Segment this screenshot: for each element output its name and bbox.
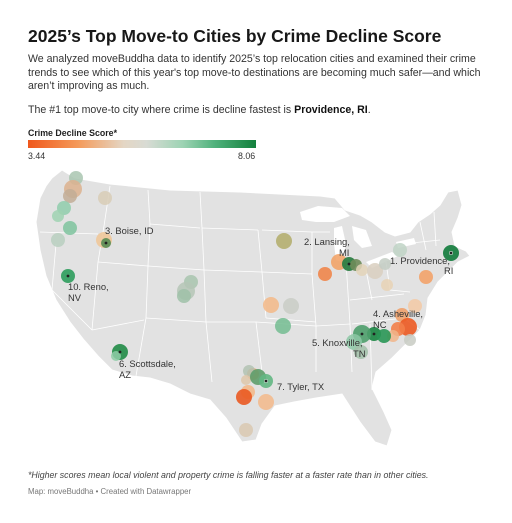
city-circle	[239, 423, 253, 437]
source-credit: Map: moveBuddha • Created with Datawrapp…	[28, 487, 192, 496]
label-knoxville-state: TN	[353, 348, 366, 359]
label-reno: 10. Reno,	[68, 281, 109, 292]
rank-marker-asheville	[372, 332, 376, 336]
rank-marker-providence	[449, 251, 453, 255]
city-circle	[408, 299, 422, 313]
city-circle	[241, 375, 251, 385]
highlight-text: The #1 top move-to city where crime is d…	[28, 104, 371, 116]
city-circle	[276, 233, 292, 249]
lake-superior	[300, 206, 350, 222]
city-circle	[419, 270, 433, 284]
highlight-city: Providence, RI	[294, 104, 368, 116]
lake-huron	[352, 226, 372, 248]
legend-min-value: 3.44	[28, 151, 46, 161]
highlight-prefix: The #1 top move-to city where crime is d…	[28, 104, 295, 116]
legend-color-scale	[28, 140, 256, 148]
rank-markers	[66, 241, 453, 383]
label-lansing-state: MI	[339, 247, 349, 258]
map-title: 2025’s Top Move-to Cities by Crime Decli…	[28, 26, 442, 46]
label-scottsdale: 6. Scottsdale,	[119, 358, 176, 369]
map-description: We analyzed moveBuddha data to identify …	[28, 53, 481, 93]
label-providence: 1. Providence,	[390, 255, 450, 266]
city-circle	[51, 233, 65, 247]
legend-max-value: 8.06	[238, 151, 256, 161]
rank-marker-scottsdale	[118, 350, 122, 354]
city-circle	[318, 267, 332, 281]
city-circle	[258, 394, 274, 410]
rank-marker-boise	[104, 241, 108, 245]
city-circle	[236, 389, 252, 405]
city-circle	[63, 221, 77, 235]
label-reno-state: NV	[68, 292, 82, 303]
label-boise: 3. Boise, ID	[105, 225, 154, 236]
label-asheville: 4. Asheville,	[373, 308, 423, 319]
lake-michigan	[334, 226, 346, 262]
city-circle	[367, 263, 383, 279]
city-circle	[283, 298, 299, 314]
label-knoxville: 5. Knoxville,	[312, 337, 363, 348]
legend-title: Crime Decline Score*	[28, 128, 117, 138]
city-labels: 1. Providence, RI 2. Lansing, MI 3. Bois…	[68, 225, 453, 392]
city-circle	[263, 297, 279, 313]
city-circle	[52, 210, 64, 222]
city-circle	[393, 243, 407, 257]
label-asheville-state: NC	[373, 319, 387, 330]
city-circle	[177, 289, 191, 303]
city-circle	[111, 351, 121, 361]
city-circles	[51, 171, 459, 437]
city-circle	[379, 258, 391, 270]
rank-marker-lansing	[347, 262, 351, 266]
highlight-suffix: .	[367, 104, 371, 116]
label-tyler: 7. Tyler, TX	[277, 381, 325, 392]
label-scottsdale-state: AZ	[119, 369, 131, 380]
city-circle	[63, 189, 77, 203]
footnote: *Higher scores mean local violent and pr…	[28, 470, 429, 480]
label-providence-state: RI	[444, 265, 453, 276]
city-circle	[275, 318, 291, 334]
city-circle	[356, 264, 368, 276]
city-circle	[381, 279, 393, 291]
rank-marker-tyler	[264, 379, 268, 383]
rank-marker-reno	[66, 274, 70, 278]
state-borders	[39, 185, 441, 391]
city-circle	[377, 329, 391, 343]
city-circle	[404, 334, 416, 346]
city-circle	[98, 191, 112, 205]
rank-marker-knoxville	[360, 332, 364, 336]
label-lansing: 2. Lansing,	[304, 236, 350, 247]
city-circle	[354, 345, 368, 359]
